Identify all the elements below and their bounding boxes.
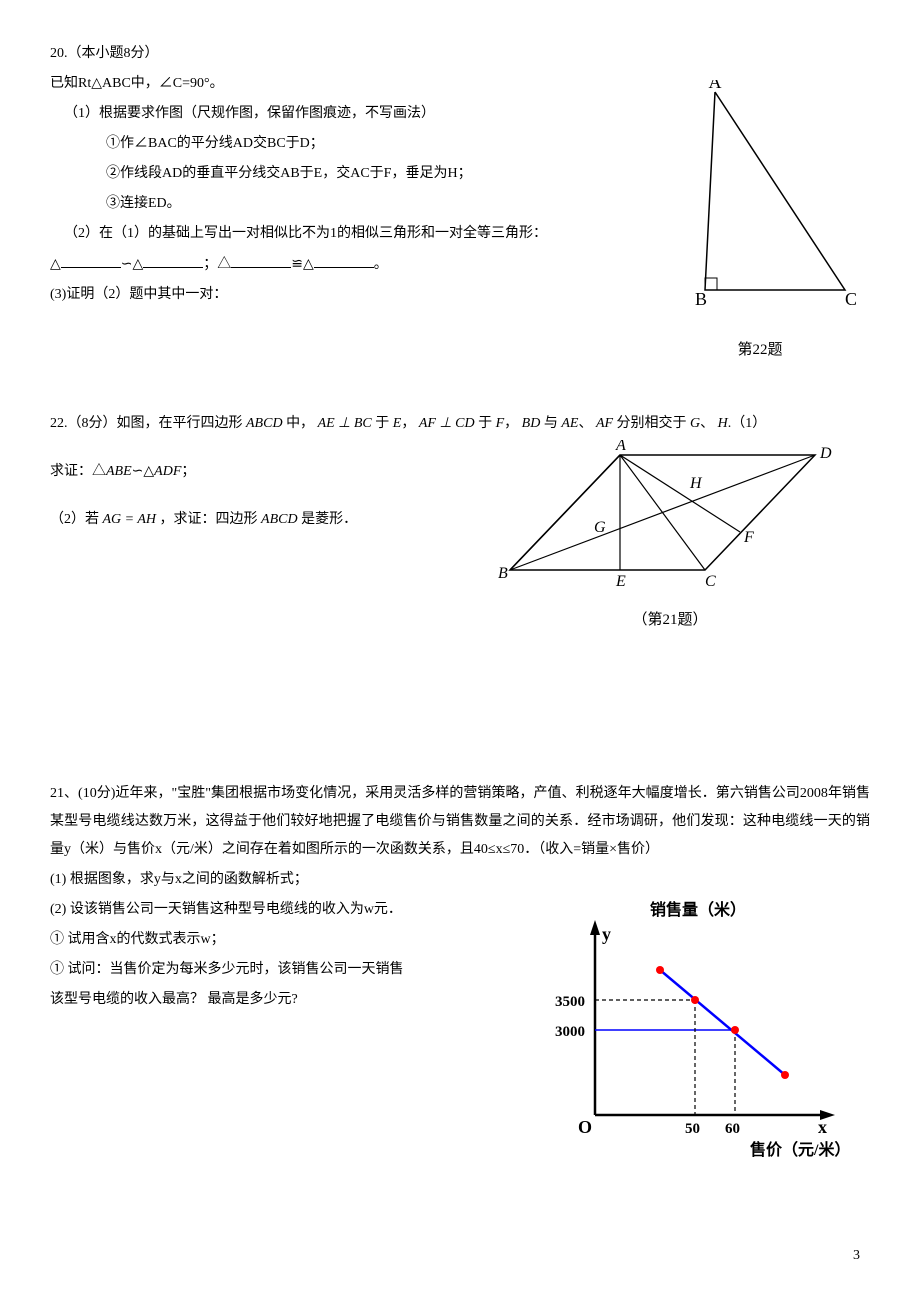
p20-figure: A B C 第22题 (660, 80, 860, 365)
t: 、 (578, 416, 592, 431)
ylabel: 销售量（米） (650, 900, 746, 919)
t: 、 (700, 416, 714, 431)
p20-line7c: ；△ (203, 257, 231, 272)
t: ， (401, 416, 415, 431)
i: H (718, 416, 728, 431)
i: ⊥ (439, 416, 451, 431)
i: F (496, 416, 505, 431)
p22-fig-caption: （第21题） (490, 605, 850, 635)
problem-20: 20.（本小题8分） 已知Rt△ABC中，∠C=90°。 （1）根据要求作图（尺… (50, 40, 870, 360)
origin-O: O (578, 1117, 592, 1137)
i: AG (103, 512, 122, 527)
i: AE (318, 416, 335, 431)
problem-22: 22.（8分）如图，在平行四边形 ABCD 中， AE ⊥ BC 于 E， AF… (50, 410, 870, 650)
p20-line7a: △ (50, 257, 61, 272)
chart-svg: 销售量（米） y 3500 3000 O 50 60 x 售价（元/米） (540, 900, 870, 1180)
t: 分别相交于 (617, 416, 687, 431)
t: ； (181, 464, 195, 479)
p20-line7e: 。 (374, 257, 388, 272)
xtick-60: 60 (725, 1121, 740, 1137)
i: ABE (106, 464, 132, 479)
i: ⊥ (338, 416, 350, 431)
i: BC (354, 416, 372, 431)
i: ABCD (246, 416, 283, 431)
blank (231, 250, 291, 268)
t: 于 (478, 416, 492, 431)
p20-line7b: ∽△ (121, 257, 144, 272)
label-F: F (743, 529, 754, 546)
triangle-svg: A B C (660, 80, 860, 320)
blank (61, 250, 121, 268)
label-D: D (819, 445, 832, 462)
t: 于 (375, 416, 389, 431)
ytick-3000: 3000 (555, 1024, 585, 1040)
label-C: C (705, 573, 716, 590)
t: 中， (286, 416, 314, 431)
i: = (121, 512, 137, 527)
label-B: B (498, 565, 508, 582)
t: 求证：△ (50, 464, 106, 479)
p20-line7d: ≌△ (291, 257, 314, 272)
i: AF (596, 416, 613, 431)
t: 与 (544, 416, 558, 431)
t: （2）若 (50, 512, 99, 527)
p21-header: 21、(10分)近年来，"宝胜"集团根据市场变化情况，采用灵活多样的营销策略，产… (50, 780, 870, 864)
t: 是菱形． (301, 512, 357, 527)
i: AH (137, 512, 156, 527)
blank (314, 250, 374, 268)
xtick-50: 50 (685, 1121, 700, 1137)
i: AF (419, 416, 436, 431)
blank (143, 250, 203, 268)
t: 22.（8分）如图，在平行四边形 (50, 416, 243, 431)
i: AE (561, 416, 578, 431)
ytick-3500: 3500 (555, 994, 585, 1010)
page-number: 3 (853, 1242, 860, 1270)
p21-line2: (1) 根据图象，求y与x之间的函数解析式； (50, 866, 870, 894)
i: ADF (154, 464, 181, 479)
i: CD (455, 416, 474, 431)
y-sym: y (602, 924, 611, 944)
p20-header: 20.（本小题8分） (50, 40, 870, 68)
t: ∽△ (132, 464, 155, 479)
i: ABCD (261, 512, 298, 527)
label-A: A (615, 440, 626, 454)
parallelogram-svg: A B C D E F G H (490, 440, 850, 590)
p22-line1: 22.（8分）如图，在平行四边形 ABCD 中， AE ⊥ BC 于 E， AF… (50, 410, 870, 438)
label-C: C (845, 289, 857, 309)
p21-figure: 销售量（米） y 3500 3000 O 50 60 x 售价（元/米） (540, 900, 870, 1191)
p20-fig-caption: 第22题 (660, 335, 860, 365)
problem-21: 21、(10分)近年来，"宝胜"集团根据市场变化情况，采用灵活多样的营销策略，产… (50, 780, 870, 1200)
p22-figure: A B C D E F G H （第21题） (490, 440, 850, 635)
t: ， (504, 416, 518, 431)
t: ，求证：四边形 (160, 512, 258, 527)
label-G: G (594, 519, 606, 536)
x-sym: x (818, 1117, 827, 1137)
xlabel: 售价（元/米） (750, 1140, 850, 1159)
t: .（1） (728, 416, 767, 431)
i: G (690, 416, 700, 431)
label-E: E (615, 573, 626, 590)
gap (50, 700, 870, 780)
label-A: A (709, 80, 722, 92)
label-B: B (695, 289, 707, 309)
i: BD (522, 416, 541, 431)
label-H: H (689, 475, 703, 492)
